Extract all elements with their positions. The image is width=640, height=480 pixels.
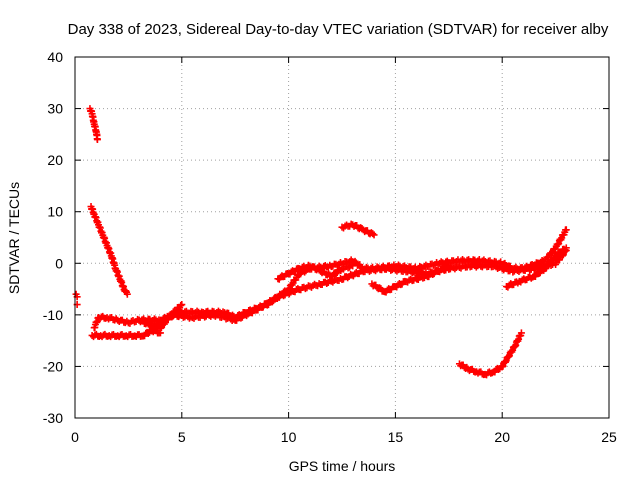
- y-tick-label: 10: [47, 204, 63, 220]
- data-point: [156, 320, 164, 328]
- data-point: [545, 261, 553, 269]
- y-axis-label: SDTVAR / TECUs: [6, 182, 22, 294]
- plot-frame: [74, 56, 610, 419]
- data-point: [562, 226, 570, 234]
- chart-title: Day 338 of 2023, Sidereal Day-to-day VTE…: [68, 21, 609, 38]
- data-point: [93, 136, 101, 144]
- data-point: [445, 262, 453, 270]
- y-tick-label: -30: [43, 410, 63, 426]
- y-tick-label: -10: [43, 307, 63, 323]
- x-tick-label: 25: [601, 429, 617, 445]
- series-main-band-lower: [146, 246, 570, 335]
- series-dip-segment: [368, 262, 453, 296]
- data-point: [369, 230, 377, 238]
- series-high-arc: [86, 105, 101, 144]
- series-late-rising: [502, 244, 570, 291]
- data-point: [370, 231, 378, 239]
- data-point: [562, 244, 570, 252]
- x-tick-label: 20: [494, 429, 510, 445]
- data-point: [556, 249, 564, 257]
- data-point: [177, 301, 185, 309]
- x-tick-label: 0: [71, 429, 79, 445]
- series-bump-segment: [338, 220, 378, 239]
- grid: [75, 57, 609, 418]
- y-tick-label: 30: [47, 101, 63, 117]
- x-axis-label: GPS time / hours: [289, 458, 396, 474]
- y-tick-label: -20: [43, 358, 63, 374]
- y-tick-label: 0: [55, 255, 63, 271]
- plot-area: [72, 105, 570, 379]
- series-start-points: [72, 290, 81, 309]
- series-low-arc-lower: [88, 326, 164, 341]
- series-main-band-mid: [274, 261, 357, 283]
- data-point: [258, 303, 266, 311]
- y-tick-label: 20: [47, 152, 63, 168]
- x-tick-label: 15: [388, 429, 404, 445]
- data-point: [349, 262, 357, 270]
- data-point: [178, 301, 186, 309]
- x-tick-label: 10: [281, 429, 297, 445]
- data-point: [517, 329, 525, 337]
- data-point: [332, 270, 340, 278]
- tick-labels: 0 5 10 15 20 25 -30 -20 -10 0 10 20 30 40: [43, 49, 617, 445]
- y-tick-label: 40: [47, 49, 63, 65]
- x-tick-label: 5: [178, 429, 186, 445]
- data-point: [123, 290, 131, 298]
- axis-ticks: [74, 56, 610, 419]
- series-deep-arc: [455, 329, 525, 379]
- series-descending-arc: [87, 203, 131, 298]
